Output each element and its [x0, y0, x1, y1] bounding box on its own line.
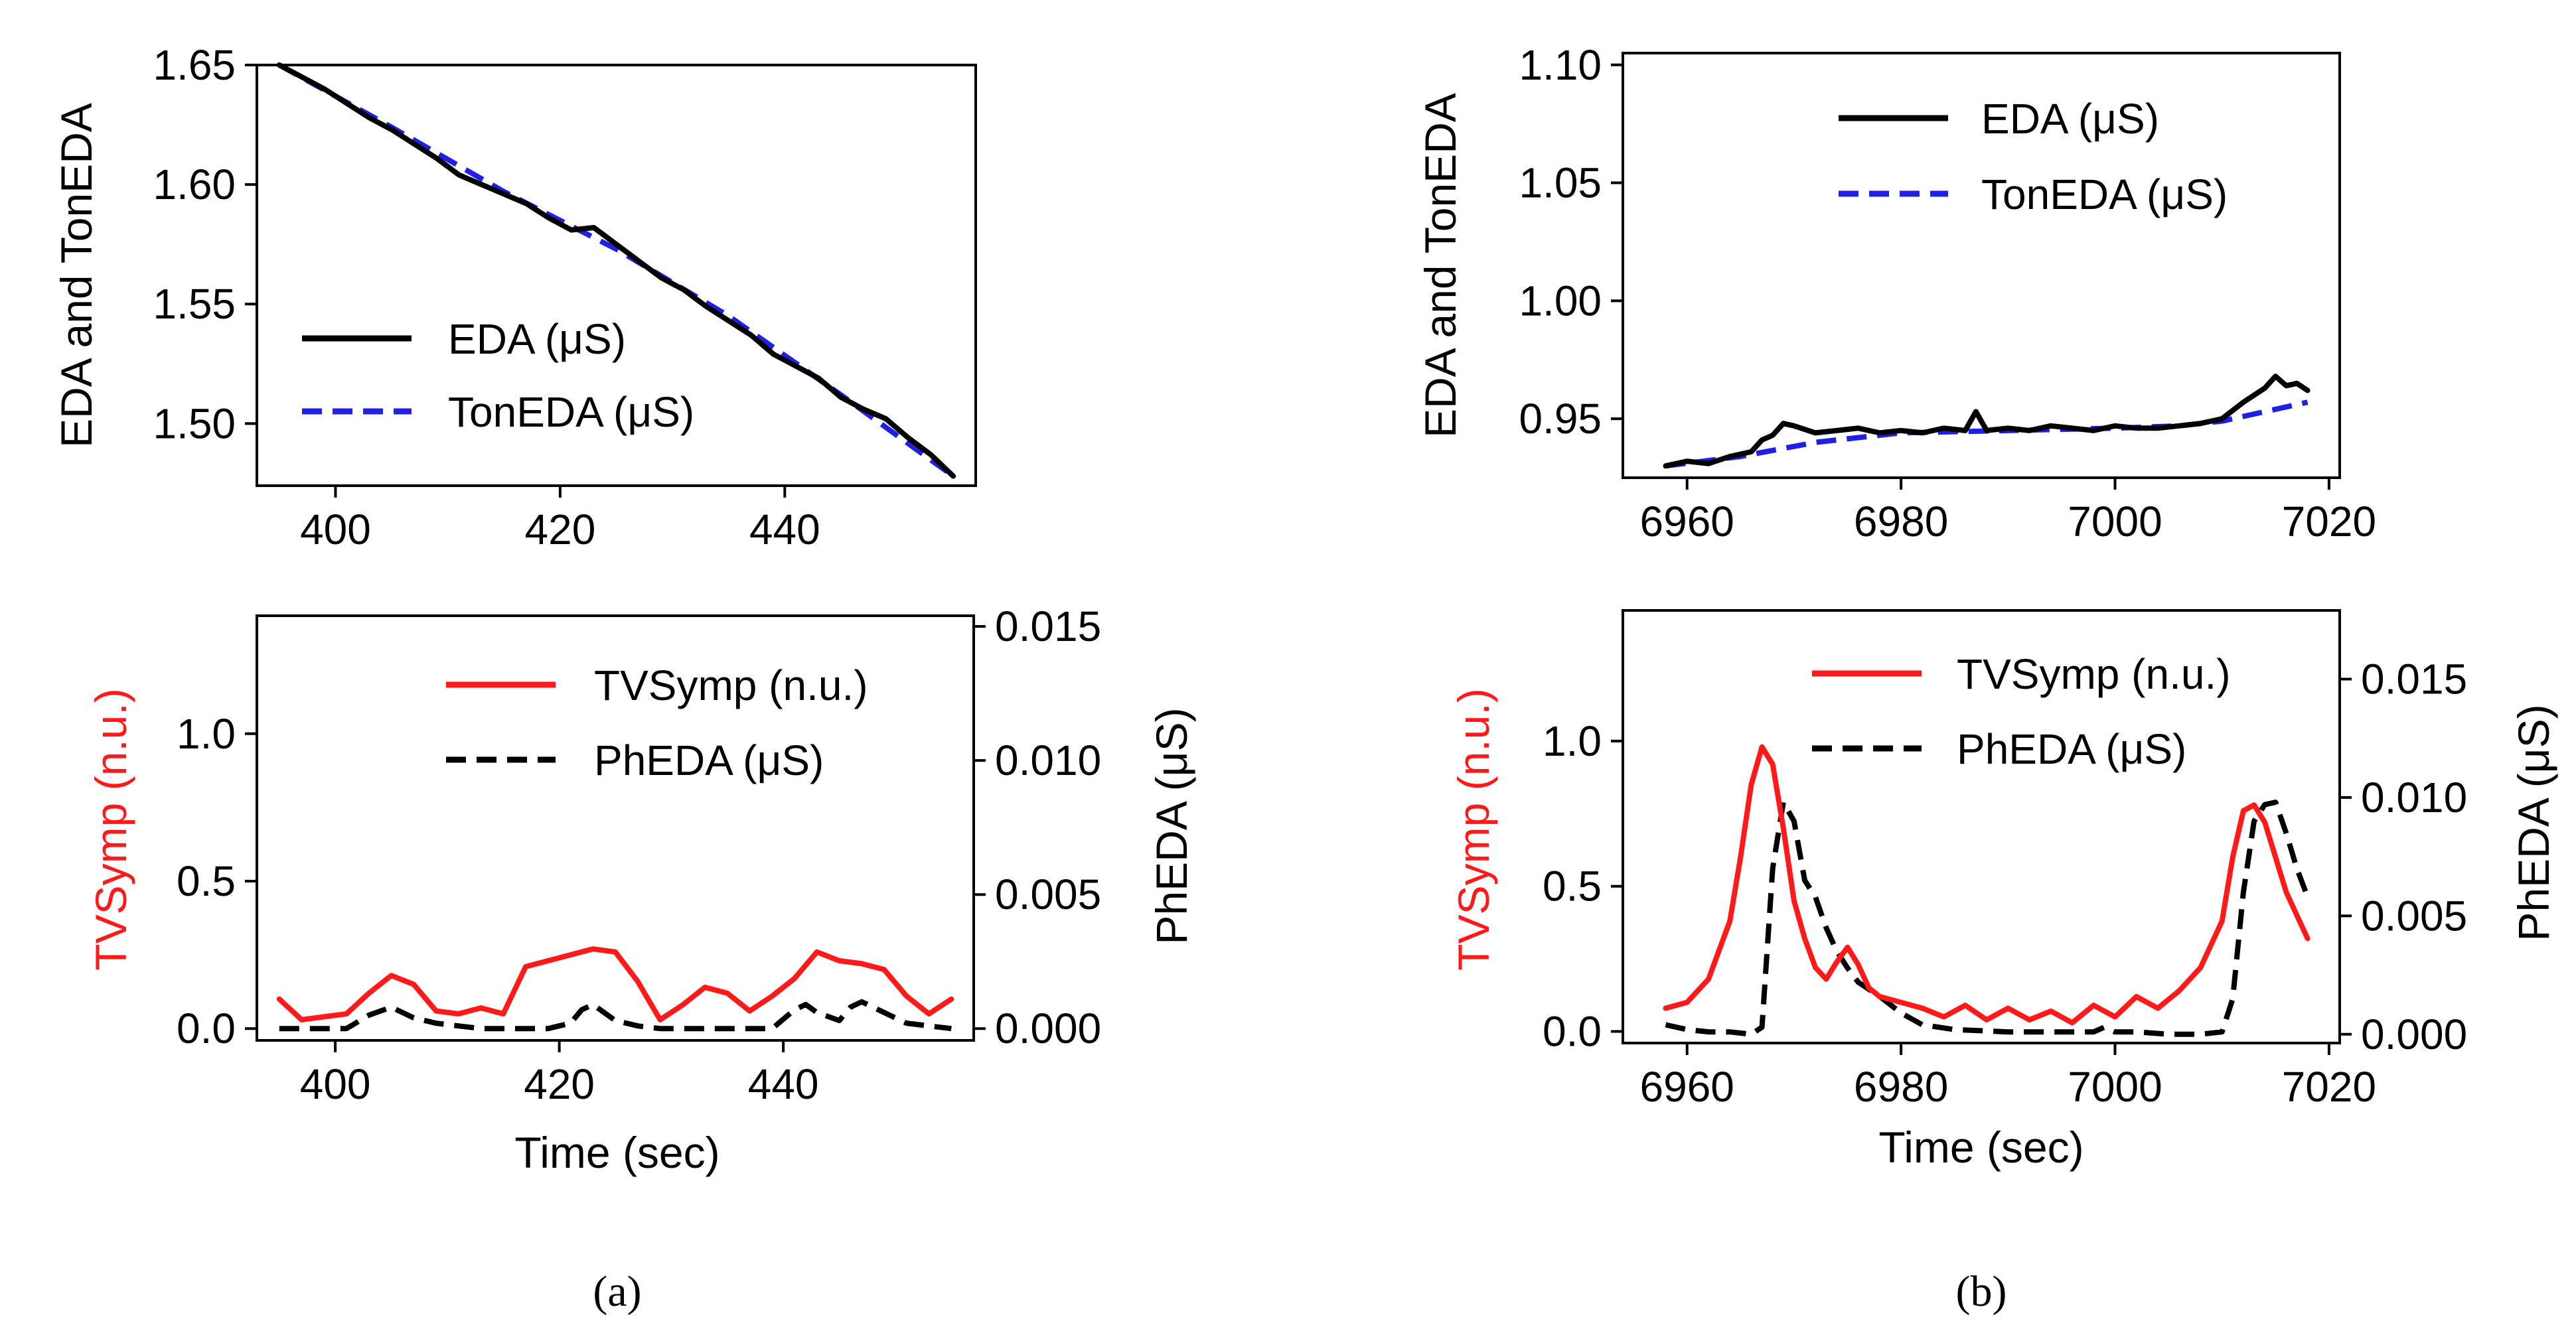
y2-tick-label: 0.005	[2361, 892, 2467, 940]
x-tick-label: 6980	[1854, 498, 1948, 545]
y2-tick-label: 0.015	[995, 602, 1101, 650]
y-axis-label: TVSymp (n.u.)	[1449, 688, 1498, 970]
y-ticks: 0.0 0.5 1.0	[177, 710, 236, 1052]
y-tick-label: 0.0	[177, 1005, 236, 1052]
y-tick-label: 1.00	[1519, 277, 1602, 324]
x-tick-label: 6960	[1640, 498, 1734, 545]
y2-tick-label: 0.010	[995, 736, 1101, 784]
y2-axis-label: PhEDA (μS)	[1147, 707, 1196, 944]
y-ticks: 0.0 0.5 1.0	[1543, 717, 1602, 1056]
caption-b: (b)	[1956, 1267, 2007, 1316]
y-tick-label: 1.55	[153, 280, 236, 328]
panel-b-top-chart: EDA and TonEDA 6960 6980 7000 7020 0.95 …	[1416, 41, 2376, 545]
x-ticks: 400 420 440	[300, 1060, 819, 1108]
legend-label-tvsymp: TVSymp (n.u.)	[594, 662, 868, 709]
legend: TVSymp (n.u.) PhEDA (μS)	[446, 662, 868, 784]
y-tick-label: 0.5	[177, 857, 236, 905]
y-tick-label: 1.0	[1543, 717, 1602, 765]
legend-label-eda: EDA (μS)	[448, 315, 626, 363]
x-ticks: 6960 6980 7000 7020	[1640, 1063, 2377, 1111]
y-tick-label: 1.05	[1519, 159, 1602, 207]
y2-axis-label: PhEDA (μS)	[2509, 704, 2558, 941]
y-tick-label: 1.10	[1519, 41, 1602, 89]
y-tick-label: 1.50	[153, 399, 236, 447]
y2-tick-label: 0.015	[2361, 655, 2467, 703]
x-tick-label: 7000	[2068, 1063, 2162, 1111]
plot-frame	[1622, 609, 2341, 1044]
y2-tick-label: 0.000	[995, 1005, 1101, 1052]
y2-tick-label: 0.010	[2361, 774, 2467, 821]
x-ticks: 400 420 440	[300, 506, 820, 553]
x-tick-label: 440	[749, 506, 820, 553]
plot-frame	[256, 64, 977, 487]
x-tick-label: 400	[300, 1060, 371, 1108]
x-axis-label: Time (sec)	[514, 1128, 720, 1177]
y-tick-label: 1.65	[153, 41, 236, 89]
series-toneda-line	[1665, 399, 2309, 469]
panel-a-bottom-chart: TVSymp (n.u.) PhEDA (μS) Time (sec) 400 …	[86, 602, 1196, 1177]
legend-label-pheda: PhEDA (μS)	[594, 736, 824, 784]
panel-b-bottom-chart: TVSymp (n.u.) PhEDA (μS) Time (sec) 6960…	[1449, 609, 2558, 1172]
y-ticks: 0.95 1.00 1.05 1.10	[1519, 41, 1602, 443]
y-tick-label: 1.0	[177, 710, 236, 758]
caption-a: (a)	[593, 1267, 641, 1316]
plot-frame	[256, 614, 975, 1042]
series-eda-line	[1663, 374, 2311, 469]
x-tick-label: 400	[300, 506, 371, 553]
y-tick-label: 0.0	[1543, 1007, 1602, 1055]
x-tick-label: 7000	[2068, 498, 2162, 545]
x-axis-label: Time (sec)	[1878, 1123, 2084, 1172]
legend: TVSymp (n.u.) PhEDA (μS)	[1812, 650, 2231, 773]
panel-a-top-chart: EDA and TonEDA 400 420 440 1.50 1.55 1.6…	[52, 41, 977, 553]
y-tick-label: 1.60	[153, 161, 236, 208]
y2-tick-label: 0.000	[2361, 1011, 2467, 1058]
x-ticks: 6960 6980 7000 7020	[1640, 498, 2377, 545]
y2-tick-label: 0.005	[995, 871, 1101, 918]
legend: EDA (μS) TonEDA (μS)	[1839, 95, 2228, 218]
y-axis-label: EDA and TonEDA	[52, 103, 101, 448]
x-tick-label: 420	[525, 506, 596, 553]
x-tick-label: 7020	[2282, 1063, 2376, 1111]
series-pheda-line	[1665, 800, 2311, 1037]
legend-label-toneda: TonEDA (μS)	[448, 388, 694, 436]
y-tick-label: 0.5	[1543, 863, 1602, 910]
x-tick-label: 440	[748, 1060, 819, 1108]
series-tvsymp-line	[1663, 744, 2311, 1026]
y2-ticks: 0.000 0.005 0.010 0.015	[2361, 655, 2467, 1058]
plot-frame	[1622, 52, 2341, 479]
legend-label-pheda: PhEDA (μS)	[1957, 725, 2186, 773]
series-tvsymp-line	[276, 946, 954, 1022]
legend-label-toneda: TonEDA (μS)	[1981, 171, 2228, 218]
legend: EDA (μS) TonEDA (μS)	[302, 315, 694, 436]
y2-ticks: 0.000 0.005 0.010 0.015	[995, 602, 1101, 1052]
series-pheda-line	[279, 999, 952, 1032]
legend-label-eda: EDA (μS)	[1981, 95, 2159, 143]
x-tick-label: 7020	[2282, 498, 2376, 545]
y-tick-label: 0.95	[1519, 395, 1602, 443]
series-eda-line	[276, 62, 956, 479]
x-tick-label: 6980	[1854, 1063, 1948, 1111]
y-axis-label: TVSymp (n.u.)	[86, 688, 135, 970]
y-axis-label: EDA and TonEDA	[1416, 93, 1465, 438]
legend-label-tvsymp: TVSymp (n.u.)	[1957, 650, 2231, 698]
x-tick-label: 420	[524, 1060, 595, 1108]
x-tick-label: 6960	[1640, 1063, 1734, 1111]
y-ticks: 1.50 1.55 1.60 1.65	[153, 41, 236, 447]
